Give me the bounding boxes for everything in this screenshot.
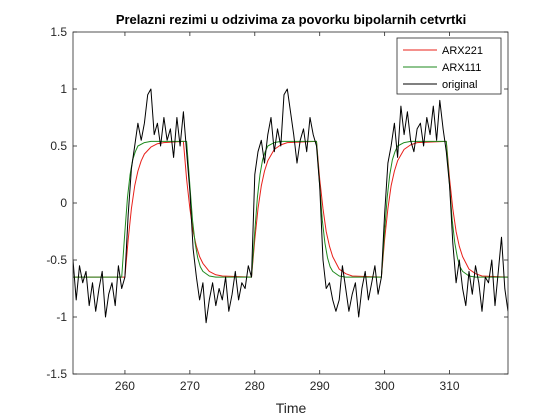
y-axis-ticks: -1.5 -1 -0.5 0 0.5 1 1.5 <box>46 25 508 381</box>
x-tick-label: 280 <box>245 379 265 393</box>
x-tick-label: 300 <box>375 379 395 393</box>
x-axis-label: Time <box>276 400 307 416</box>
x-tick-label: 260 <box>115 379 135 393</box>
series-layer <box>73 88 508 324</box>
series-line-original <box>73 88 508 324</box>
legend-label-arx111: ARX111 <box>442 62 481 74</box>
y-tick-label: -1 <box>56 310 67 324</box>
x-tick-label: 270 <box>180 379 200 393</box>
y-tick-label: 1 <box>60 82 67 96</box>
legend-label-arx221: ARX221 <box>442 45 483 57</box>
legend-box <box>396 37 502 95</box>
y-tick-label: 1.5 <box>50 25 67 39</box>
series-line-arx111 <box>73 140 508 278</box>
y-tick-label: 0 <box>60 196 67 210</box>
y-tick-label: -1.5 <box>46 367 67 381</box>
y-tick-label: -0.5 <box>46 253 67 267</box>
x-axis-ticks: 260 270 280 290 300 310 <box>115 32 460 393</box>
y-tick-label: 0.5 <box>50 139 67 153</box>
legend: ARX221 ARX111 original <box>396 37 502 95</box>
legend-label-original: original <box>442 79 477 91</box>
x-tick-label: 290 <box>310 379 330 393</box>
x-tick-label: 310 <box>440 379 460 393</box>
chart-title: Prelazni rezimi u odzivima za povorku bi… <box>116 12 466 27</box>
